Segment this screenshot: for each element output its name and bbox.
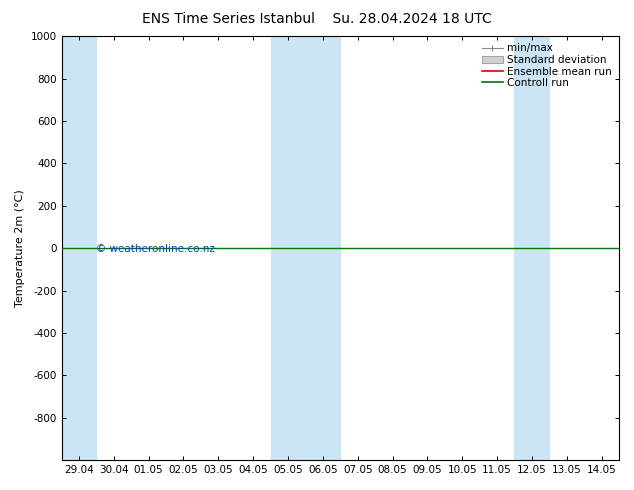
Text: ENS Time Series Istanbul    Su. 28.04.2024 18 UTC: ENS Time Series Istanbul Su. 28.04.2024 …	[142, 12, 492, 26]
Bar	[61, 36, 96, 460]
Legend: min/max, Standard deviation, Ensemble mean run, Controll run: min/max, Standard deviation, Ensemble me…	[480, 41, 614, 90]
Text: © weatheronline.co.nz: © weatheronline.co.nz	[96, 244, 216, 254]
Bar	[514, 36, 549, 460]
Bar	[271, 36, 340, 460]
Y-axis label: Temperature 2m (°C): Temperature 2m (°C)	[15, 189, 25, 307]
